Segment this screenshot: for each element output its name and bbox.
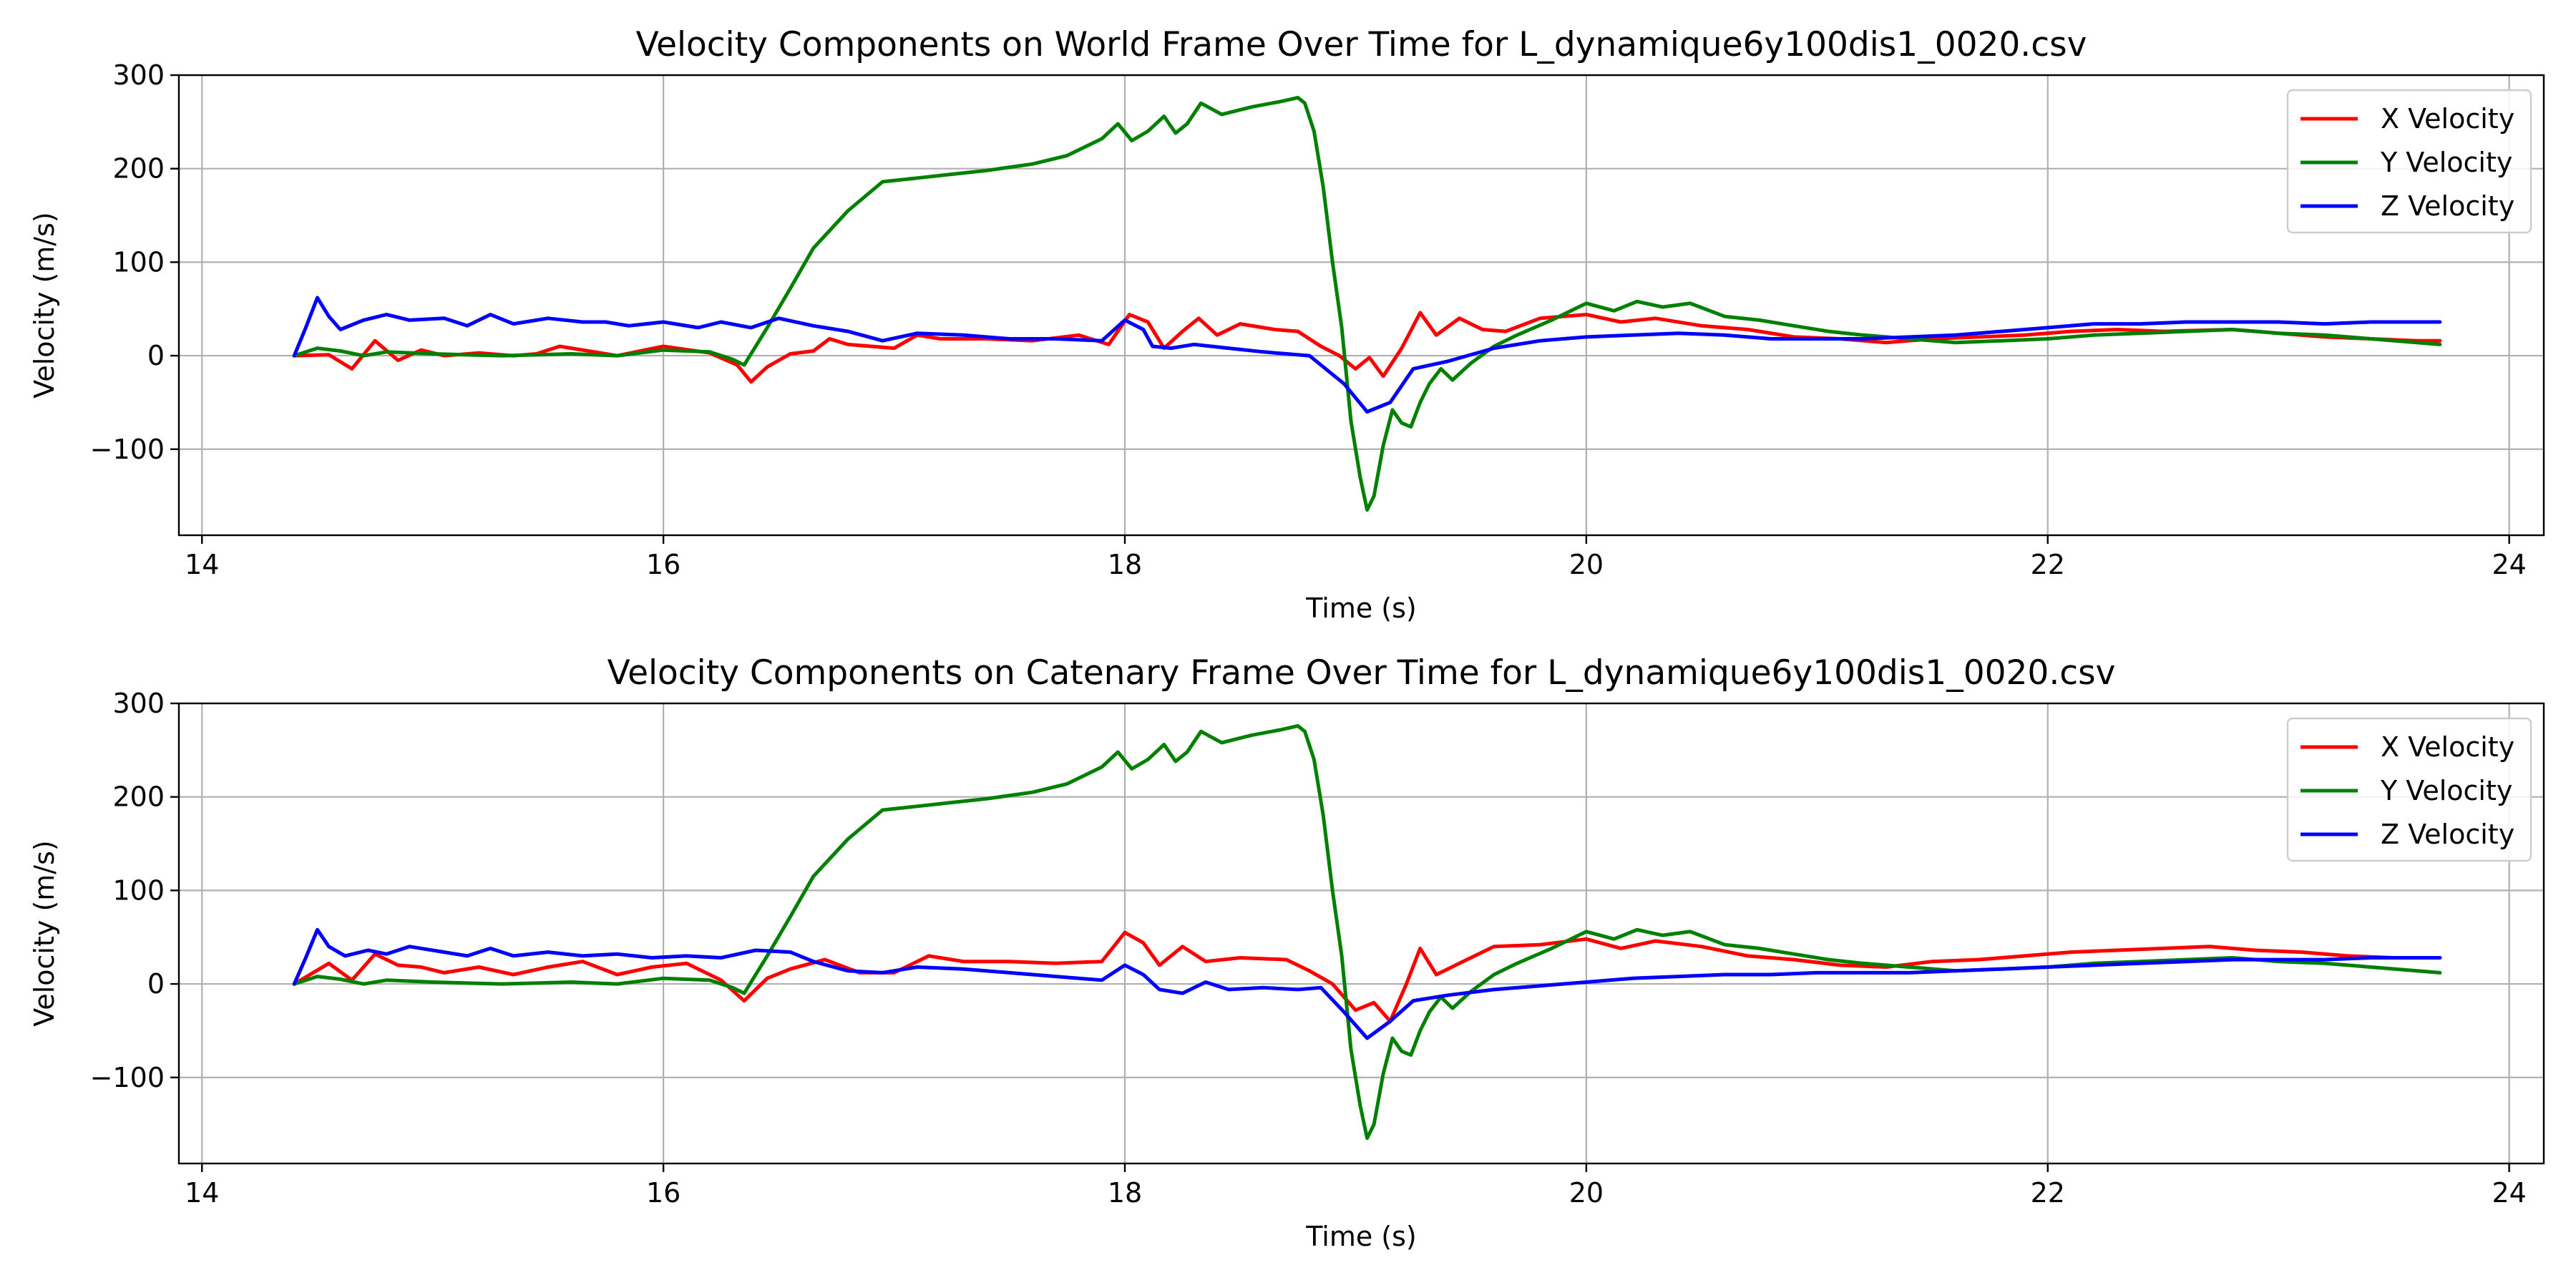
plot-frame <box>177 702 2545 1165</box>
y-tick-label: −100 <box>90 434 165 465</box>
x-tick-label: 24 <box>2492 549 2526 580</box>
legend-label-x-velocity: X Velocity <box>2381 731 2514 763</box>
x-tick-label: 20 <box>1569 1177 1604 1209</box>
x-tick-label: 22 <box>2031 549 2065 580</box>
x-tick-label: 24 <box>2492 1177 2526 1209</box>
legend-box <box>2286 89 2532 234</box>
legend-label-y-velocity: Y Velocity <box>2380 147 2512 178</box>
x-tick-label: 16 <box>646 1177 680 1209</box>
y-tick-label: 0 <box>147 340 165 371</box>
legend-label-y-velocity: Y Velocity <box>2380 775 2512 806</box>
series-line-z-velocity <box>292 927 2442 1040</box>
legend-box <box>2286 717 2532 862</box>
y-axis-label: Velocity (m/s) <box>29 212 60 398</box>
legend-label-x-velocity: X Velocity <box>2381 103 2514 135</box>
series-line-z-velocity <box>292 296 2442 414</box>
y-tick-label: −100 <box>90 1062 165 1093</box>
series-line-x-velocity <box>292 930 2442 1023</box>
x-tick-label: 18 <box>1108 1177 1142 1209</box>
y-tick-label: 300 <box>112 59 165 91</box>
x-tick-label: 14 <box>185 549 219 580</box>
x-axis-label: Time (s) <box>1305 592 1417 624</box>
x-tick-label: 18 <box>1108 549 1142 580</box>
plot-frame <box>177 74 2545 537</box>
x-tick-label: 16 <box>646 549 680 580</box>
x-tick-label: 22 <box>2031 1177 2065 1209</box>
series-line-y-velocity <box>292 723 2442 1141</box>
legend-label-z-velocity: Z Velocity <box>2381 819 2514 850</box>
y-axis-label: Velocity (m/s) <box>29 840 60 1026</box>
x-axis-label: Time (s) <box>1305 1221 1417 1252</box>
y-tick-label: 300 <box>112 688 165 719</box>
chart-panel-catenary-frame: 14 16 18 20 22 24 −100 0 100 200 300 Velocity Compo… <box>29 653 2545 1252</box>
series-line-y-velocity <box>292 95 2442 512</box>
y-tick-label: 100 <box>112 874 165 906</box>
y-tick-label: 200 <box>112 781 165 813</box>
chart-panel-world-frame: 14 16 18 20 22 24 −100 0 100 200 300 Velocity Compo… <box>29 25 2545 624</box>
y-tick-label: 100 <box>112 246 165 278</box>
legend-label-z-velocity: Z Velocity <box>2381 190 2514 222</box>
y-tick-label: 0 <box>147 968 165 1000</box>
chart-title: Velocity Components on World Frame Over … <box>636 25 2087 64</box>
x-tick-label: 14 <box>185 1177 219 1209</box>
chart-title: Velocity Components on Catenary Frame Ov… <box>608 653 2116 693</box>
y-tick-label: 200 <box>112 153 165 185</box>
x-tick-label: 20 <box>1569 549 1604 580</box>
